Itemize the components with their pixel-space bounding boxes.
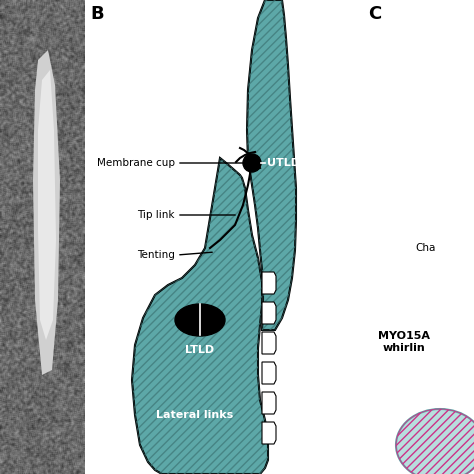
Text: Tip link: Tip link [137,210,175,220]
Text: LTLD: LTLD [185,345,215,355]
Text: Lateral links: Lateral links [156,410,234,420]
Text: Membrane cup: Membrane cup [97,158,175,168]
Polygon shape [262,302,276,324]
Text: MYO15A
whirlin: MYO15A whirlin [378,331,430,353]
Text: Tenting: Tenting [137,250,175,260]
Text: Cha: Cha [415,243,436,253]
Polygon shape [38,70,56,340]
Polygon shape [262,362,276,384]
Circle shape [243,154,261,172]
Polygon shape [262,422,276,444]
Polygon shape [262,332,276,354]
Polygon shape [132,158,268,474]
Ellipse shape [396,409,474,474]
Ellipse shape [175,304,225,336]
Text: C: C [368,5,381,23]
Polygon shape [33,50,60,375]
Text: B: B [90,5,104,23]
Polygon shape [262,272,276,294]
Text: UTLD: UTLD [267,158,300,168]
Polygon shape [247,0,296,330]
Polygon shape [262,392,276,414]
